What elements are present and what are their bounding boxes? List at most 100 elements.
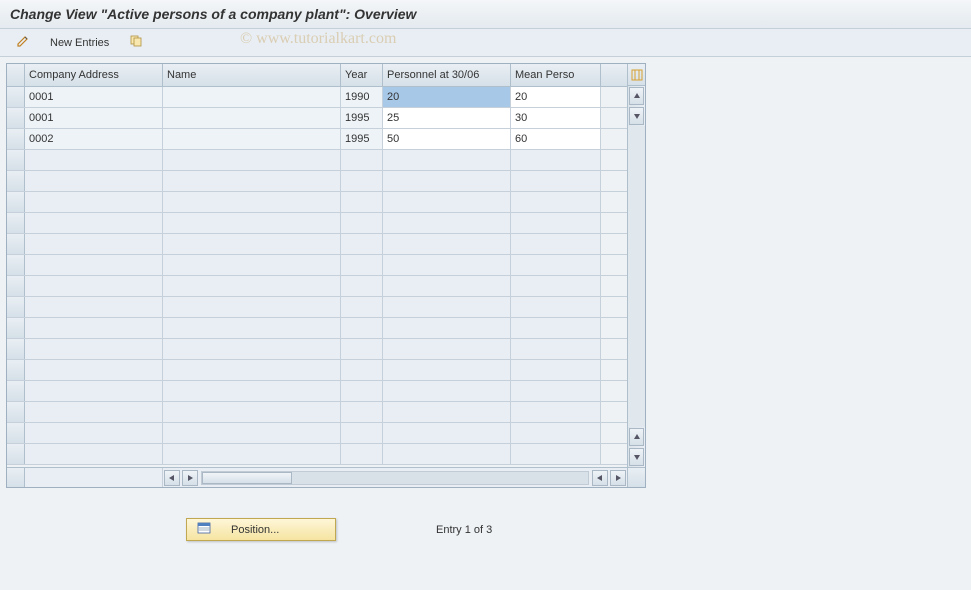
empty-cell[interactable] — [163, 276, 341, 296]
empty-cell[interactable] — [25, 276, 163, 296]
empty-cell[interactable] — [511, 213, 601, 233]
empty-cell[interactable] — [511, 297, 601, 317]
column-header-company-address[interactable]: Company Address — [25, 64, 163, 86]
row-selector[interactable] — [7, 402, 25, 422]
cell-mean_person[interactable]: 30 — [511, 108, 601, 128]
empty-cell[interactable] — [163, 381, 341, 401]
cell-company_address[interactable]: 0002 — [25, 129, 163, 149]
scroll-up-small-button[interactable] — [629, 428, 644, 446]
row-selector[interactable] — [7, 192, 25, 212]
empty-cell[interactable] — [383, 192, 511, 212]
empty-cell[interactable] — [341, 297, 383, 317]
empty-cell[interactable] — [163, 192, 341, 212]
scroll-down-button[interactable] — [629, 448, 644, 466]
empty-cell[interactable] — [163, 255, 341, 275]
empty-cell[interactable] — [163, 171, 341, 191]
empty-cell[interactable] — [163, 150, 341, 170]
table-config-button[interactable] — [628, 64, 645, 86]
cell-year[interactable]: 1990 — [341, 87, 383, 107]
row-selector[interactable] — [7, 318, 25, 338]
column-header-name[interactable]: Name — [163, 64, 341, 86]
cell-name[interactable] — [163, 108, 341, 128]
empty-cell[interactable] — [383, 297, 511, 317]
row-selector[interactable] — [7, 276, 25, 296]
cell-company_address[interactable]: 0001 — [25, 108, 163, 128]
empty-cell[interactable] — [511, 318, 601, 338]
empty-cell[interactable] — [383, 255, 511, 275]
empty-cell[interactable] — [341, 276, 383, 296]
empty-cell[interactable] — [163, 318, 341, 338]
empty-cell[interactable] — [163, 360, 341, 380]
horizontal-scroll-thumb[interactable] — [202, 472, 292, 484]
row-selector[interactable] — [7, 171, 25, 191]
edit-button[interactable] — [10, 32, 36, 53]
cell-personnel_3006[interactable]: 50 — [383, 129, 511, 149]
position-button[interactable]: Position... — [186, 518, 336, 541]
scroll-right-small-button[interactable] — [182, 470, 198, 486]
empty-cell[interactable] — [341, 444, 383, 464]
empty-cell[interactable] — [163, 234, 341, 254]
row-selector[interactable] — [7, 87, 25, 107]
empty-cell[interactable] — [341, 213, 383, 233]
empty-cell[interactable] — [511, 171, 601, 191]
row-selector[interactable] — [7, 381, 25, 401]
empty-cell[interactable] — [25, 360, 163, 380]
row-selector[interactable] — [7, 444, 25, 464]
row-selector[interactable] — [7, 360, 25, 380]
empty-cell[interactable] — [383, 423, 511, 443]
row-selector[interactable] — [7, 213, 25, 233]
scroll-left-small-button[interactable] — [592, 470, 608, 486]
vertical-scrollbar[interactable] — [627, 64, 645, 467]
empty-cell[interactable] — [383, 276, 511, 296]
empty-cell[interactable] — [511, 150, 601, 170]
column-header-personnel[interactable]: Personnel at 30/06 — [383, 64, 511, 86]
empty-cell[interactable] — [163, 444, 341, 464]
empty-cell[interactable] — [383, 234, 511, 254]
scroll-up-button[interactable] — [629, 87, 644, 105]
empty-cell[interactable] — [341, 381, 383, 401]
empty-cell[interactable] — [341, 150, 383, 170]
empty-cell[interactable] — [511, 192, 601, 212]
empty-cell[interactable] — [341, 402, 383, 422]
row-selector[interactable] — [7, 297, 25, 317]
empty-cell[interactable] — [383, 381, 511, 401]
empty-cell[interactable] — [341, 339, 383, 359]
scroll-right-button[interactable] — [610, 470, 626, 486]
cell-year[interactable]: 1995 — [341, 129, 383, 149]
empty-cell[interactable] — [163, 339, 341, 359]
empty-cell[interactable] — [511, 381, 601, 401]
copy-button[interactable] — [123, 32, 149, 53]
empty-cell[interactable] — [511, 234, 601, 254]
column-header-mean-person[interactable]: Mean Perso — [511, 64, 601, 86]
cell-name[interactable] — [163, 129, 341, 149]
cell-personnel_3006[interactable]: 25 — [383, 108, 511, 128]
empty-cell[interactable] — [25, 318, 163, 338]
empty-cell[interactable] — [25, 297, 163, 317]
row-selector[interactable] — [7, 234, 25, 254]
row-selector[interactable] — [7, 339, 25, 359]
empty-cell[interactable] — [341, 192, 383, 212]
empty-cell[interactable] — [383, 171, 511, 191]
cell-name[interactable] — [163, 87, 341, 107]
empty-cell[interactable] — [511, 423, 601, 443]
empty-cell[interactable] — [383, 360, 511, 380]
empty-cell[interactable] — [383, 150, 511, 170]
empty-cell[interactable] — [511, 444, 601, 464]
empty-cell[interactable] — [25, 150, 163, 170]
column-header-year[interactable]: Year — [341, 64, 383, 86]
row-selector[interactable] — [7, 150, 25, 170]
empty-cell[interactable] — [25, 213, 163, 233]
horizontal-scroll-track[interactable] — [201, 471, 589, 485]
scroll-track[interactable] — [628, 126, 645, 427]
row-selector[interactable] — [7, 108, 25, 128]
empty-cell[interactable] — [511, 276, 601, 296]
empty-cell[interactable] — [383, 339, 511, 359]
empty-cell[interactable] — [511, 402, 601, 422]
empty-cell[interactable] — [511, 339, 601, 359]
scroll-left-button[interactable] — [164, 470, 180, 486]
empty-cell[interactable] — [383, 213, 511, 233]
empty-cell[interactable] — [25, 423, 163, 443]
empty-cell[interactable] — [341, 255, 383, 275]
empty-cell[interactable] — [25, 234, 163, 254]
empty-cell[interactable] — [341, 423, 383, 443]
